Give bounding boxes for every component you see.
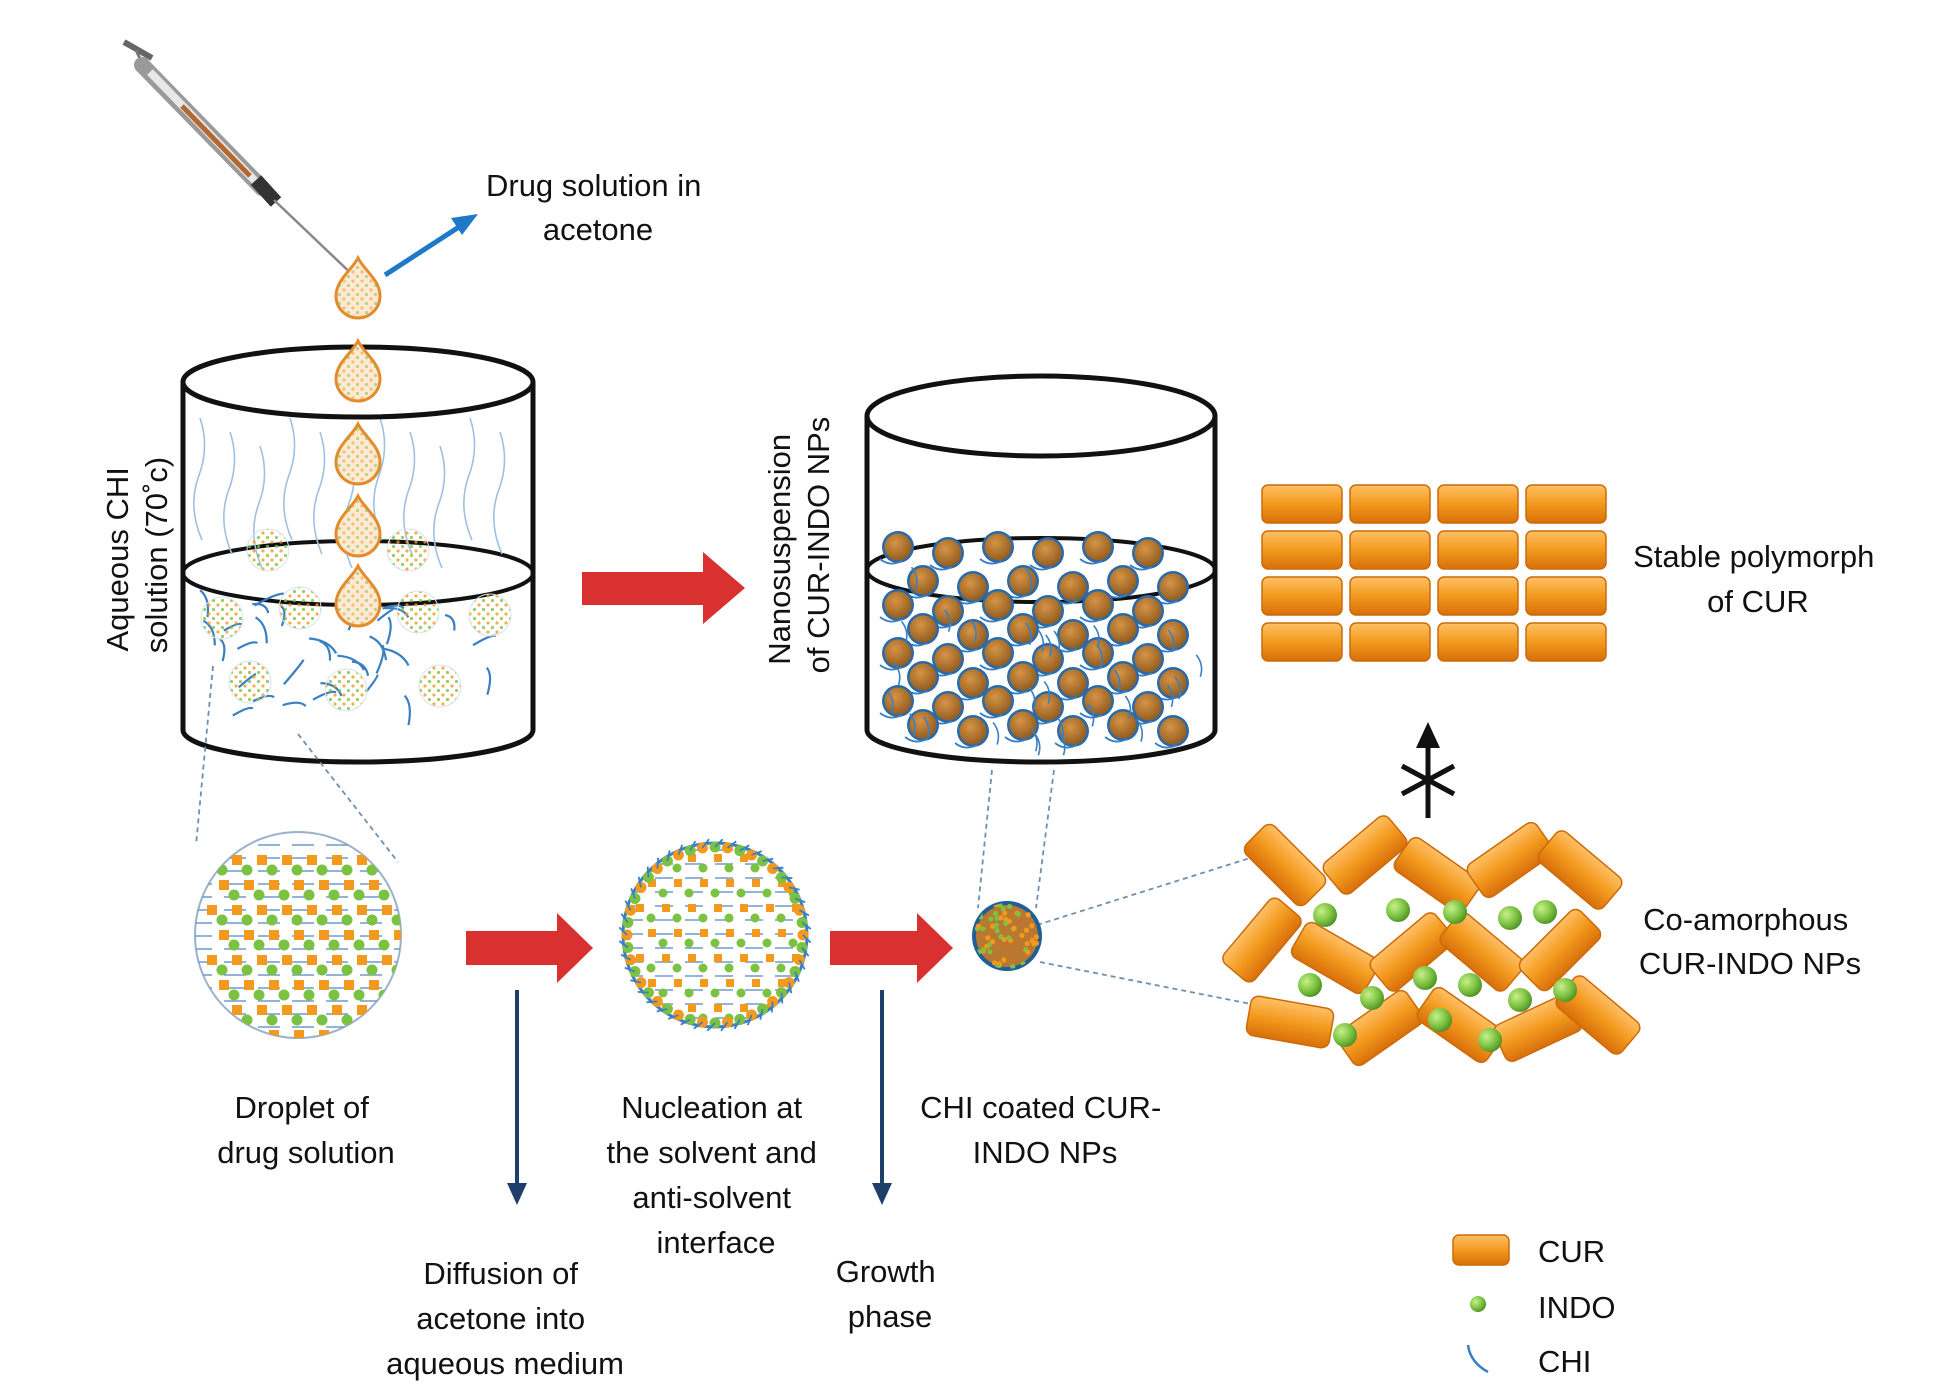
legend-label-indo: INDO [1538,1290,1616,1325]
droplet-label: Droplet of drug solution [217,1090,395,1170]
nucleation-label: Nucleation at the solvent and anti-solve… [607,1090,826,1260]
chi-coated-label: CHI coated CUR- INDO NPs [920,1090,1170,1170]
nanoparticles-in-suspension [879,531,1203,756]
drug-droplet-clusters [200,528,512,712]
asterisk-icon [1400,754,1456,806]
aqueous-chi-label: Aqueous CHI solution (70˚c) [100,457,174,653]
legend-item-cur: CUR [1452,1234,1605,1269]
legend: CUR INDO CHI [1452,1234,1616,1379]
drug-droplet-zoom [194,831,402,1039]
legend-label-cur: CUR [1538,1234,1605,1269]
co-amorphous-label: Co-amorphous CUR-INDO NPs [1639,902,1861,981]
falling-drug-droplets [334,254,382,628]
chi-coated-nanoparticle [972,901,1042,971]
drug-solution-arrow [383,214,478,278]
co-amorphous-cluster [1222,815,1641,1067]
syringe-icon [122,39,359,281]
zoom-lines [195,665,1257,1006]
growth-label: Growth phase [836,1254,945,1334]
legend-item-chi: CHI [1466,1344,1591,1379]
nucleation-particle [618,838,812,1032]
legend-label-chi: CHI [1538,1344,1591,1379]
right-beaker [864,373,1218,765]
diffusion-label: Diffusion of acetone into aqueous medium [386,1256,624,1381]
nanosuspension-label: Nanosuspension of CUR-INDO NPs [762,417,836,674]
process-arrow-growth [830,913,953,983]
stable-polymorph-label: Stable polymorph of CUR [1633,539,1883,619]
drug-solution-label: Drug solution in acetone [486,168,710,247]
growth-arrow [872,990,892,1205]
left-beaker [180,254,536,765]
process-arrow-main [582,552,745,624]
process-arrow-nucleation [466,913,593,983]
diffusion-arrow [507,990,527,1205]
stable-polymorph-grid [1261,484,1607,662]
legend-item-indo: INDO [1470,1290,1616,1325]
